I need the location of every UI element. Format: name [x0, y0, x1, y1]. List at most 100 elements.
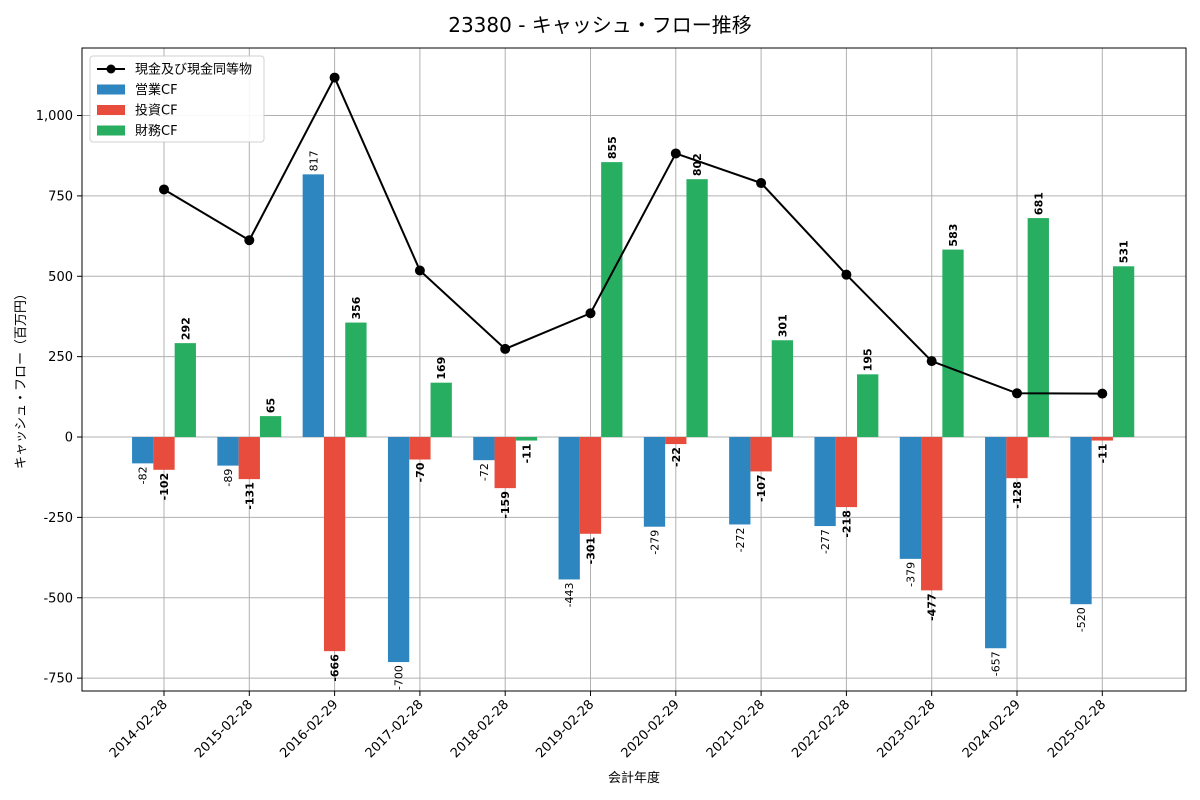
- bar-operating: [217, 437, 239, 466]
- bar-financing: [174, 343, 196, 438]
- x-tick-label: 2025-02-28: [1045, 697, 1109, 761]
- bar-investing: [494, 437, 516, 489]
- bar-value-label: 65: [265, 398, 278, 413]
- x-tick-label: 2021-02-28: [704, 697, 768, 761]
- bar-value-label: 292: [179, 317, 192, 340]
- bar-operating: [899, 437, 922, 559]
- x-tick-label: 2022-02-28: [789, 697, 853, 761]
- bar-financing: [430, 382, 452, 438]
- bar-operating: [985, 437, 1007, 649]
- x-tick-label: 2019-02-28: [533, 697, 597, 761]
- bar-value-label: 531: [1118, 240, 1131, 263]
- cash-equivalents-point: [585, 308, 596, 319]
- bar-value-label: -70: [414, 462, 427, 482]
- x-tick-label: 2016-02-29: [277, 697, 341, 761]
- bar-value-label: -277: [819, 529, 832, 554]
- cash-equivalents-point: [244, 235, 255, 246]
- y-tick-label: -750: [43, 672, 73, 687]
- bar-investing: [665, 437, 687, 445]
- bar-operating: [814, 437, 836, 527]
- bar-value-label: 681: [1032, 192, 1045, 215]
- bar-value-label: -272: [734, 527, 747, 552]
- x-axis-label: 会計年度: [608, 770, 660, 786]
- cash-equivalents-point: [670, 148, 681, 159]
- bar-investing: [323, 437, 346, 652]
- cash-equivalents-point: [756, 178, 767, 189]
- cash-equivalents-point: [329, 72, 340, 83]
- bar-value-label: -131: [243, 482, 256, 510]
- bar-value-label: 817: [307, 150, 320, 171]
- bar-financing: [515, 437, 538, 441]
- bar-operating: [473, 437, 495, 461]
- bar-value-label: -520: [1075, 607, 1088, 632]
- bar-investing: [921, 437, 943, 591]
- bar-investing: [409, 437, 431, 460]
- legend-swatch: [97, 125, 125, 136]
- x-tick-label: 2017-02-28: [363, 697, 427, 761]
- bar-value-label: -443: [563, 582, 576, 607]
- x-tick-label: 2024-02-29: [960, 697, 1024, 761]
- bar-financing: [601, 162, 623, 438]
- legend-label: 現金及び現金同等物: [135, 62, 252, 78]
- bar-financing: [942, 249, 964, 438]
- bar-operating: [643, 437, 666, 527]
- legend-swatch: [97, 105, 125, 115]
- y-tick-label: 750: [48, 189, 73, 204]
- cash-equivalents-point: [1012, 388, 1022, 399]
- bar-value-labels: -82 -89 817 -700 -72 -443 -279 -272 -277 -379 -657…: [137, 136, 1131, 690]
- bar-investing: [1091, 437, 1113, 441]
- bar-value-label: -11: [1096, 444, 1109, 464]
- bar-operating: [1070, 437, 1092, 605]
- legend-swatch: [97, 84, 125, 95]
- y-tick-label: 0: [65, 431, 73, 446]
- bar-value-label: 195: [862, 348, 875, 371]
- bar-value-label: 583: [947, 224, 960, 247]
- bar-value-label: -159: [499, 491, 512, 519]
- bar-financing: [259, 416, 282, 438]
- bar-value-label: -89: [222, 469, 235, 487]
- bar-financing: [857, 374, 879, 438]
- bar-value-label: -666: [329, 654, 342, 682]
- y-tick-label: 250: [48, 350, 73, 365]
- legend-box: [89, 55, 265, 143]
- bar-value-label: -107: [755, 474, 768, 502]
- bar-value-label: -700: [393, 665, 406, 690]
- bar-operating: [132, 437, 154, 464]
- cash-equivalents-point: [926, 356, 937, 367]
- line-layer: [159, 72, 1108, 399]
- bar-layer: [132, 162, 1135, 663]
- bar-financing: [345, 322, 367, 438]
- bar-investing: [238, 437, 260, 480]
- grid-layer: [82, 48, 1186, 691]
- x-tick-label: 2015-02-28: [192, 697, 256, 761]
- bar-value-label: 301: [776, 314, 789, 337]
- bar-investing: [835, 437, 858, 508]
- y-tick-label: -500: [43, 591, 73, 606]
- bar-value-label: -11: [521, 444, 534, 464]
- bar-value-label: -82: [137, 466, 150, 484]
- bar-financing: [686, 179, 708, 438]
- y-axis-ticks: -750 -500 -250 0 250 500 750 1,000: [36, 109, 82, 687]
- bar-financing: [1112, 266, 1135, 438]
- bar-investing: [750, 437, 772, 472]
- bar-investing: [153, 437, 175, 470]
- y-axis-label: キャッシュ・フロー（百万円）: [14, 287, 29, 469]
- bar-value-label: -128: [1011, 481, 1024, 509]
- y-tick-label: 1,000: [36, 109, 73, 124]
- bar-value-label: -22: [670, 447, 683, 467]
- y-tick-label: 500: [48, 270, 73, 285]
- x-tick-label: 2023-02-28: [874, 697, 938, 761]
- bar-financing: [771, 340, 794, 438]
- cash-equivalents-point: [500, 343, 511, 354]
- legend-marker: [106, 64, 116, 74]
- bar-operating: [729, 437, 751, 525]
- bar-value-label: -657: [990, 651, 1003, 676]
- bar-value-label: 356: [350, 296, 363, 319]
- bar-value-label: -379: [904, 562, 917, 587]
- bar-operating: [558, 437, 580, 580]
- plot-frame: [81, 47, 1187, 692]
- x-tick-label: 2014-02-28: [107, 697, 171, 761]
- cash-equivalents-point: [414, 265, 425, 276]
